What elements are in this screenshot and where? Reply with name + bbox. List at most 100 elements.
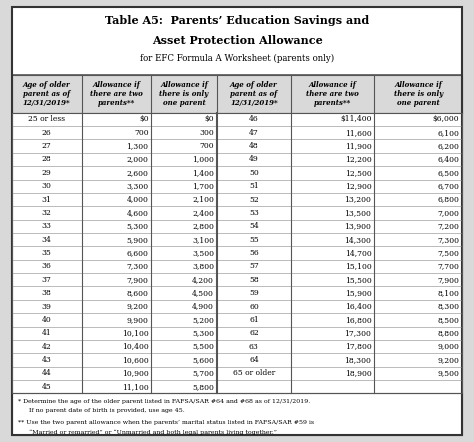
Text: 40: 40 — [42, 316, 52, 324]
Text: 28: 28 — [42, 156, 52, 164]
Text: Allowance if
there are two
parents**: Allowance if there are two parents** — [306, 81, 359, 107]
Text: 8,300: 8,300 — [438, 302, 459, 311]
Text: 6,800: 6,800 — [438, 195, 459, 204]
Text: 55: 55 — [249, 236, 259, 244]
Bar — [12, 300, 462, 313]
Text: 59: 59 — [249, 289, 259, 297]
Text: 13,500: 13,500 — [345, 209, 372, 217]
Bar — [12, 327, 462, 340]
Text: 46: 46 — [249, 115, 259, 123]
Text: 15,500: 15,500 — [345, 276, 372, 284]
Text: 35: 35 — [42, 249, 52, 257]
Text: for EFC Formula A Worksheet (parents only): for EFC Formula A Worksheet (parents onl… — [140, 54, 334, 64]
Text: 4,200: 4,200 — [192, 276, 214, 284]
Bar — [12, 233, 462, 246]
Text: 18,900: 18,900 — [345, 370, 372, 377]
Text: 5,300: 5,300 — [127, 222, 148, 230]
Bar — [12, 179, 462, 193]
Text: Asset Protection Allowance: Asset Protection Allowance — [152, 35, 322, 46]
Text: 700: 700 — [199, 142, 214, 150]
Text: 44: 44 — [42, 370, 52, 377]
Text: 6,200: 6,200 — [438, 142, 459, 150]
Text: 8,800: 8,800 — [438, 329, 459, 337]
Text: 11,600: 11,600 — [345, 129, 372, 137]
Text: 6,700: 6,700 — [438, 182, 459, 190]
Text: 53: 53 — [249, 209, 259, 217]
Text: 5,600: 5,600 — [192, 356, 214, 364]
Text: Table A5:  Parents’ Education Savings and: Table A5: Parents’ Education Savings and — [105, 15, 369, 26]
Text: 7,300: 7,300 — [438, 236, 459, 244]
Text: 9,000: 9,000 — [438, 343, 459, 351]
Text: 6,100: 6,100 — [438, 129, 459, 137]
Text: 56: 56 — [249, 249, 259, 257]
Text: 58: 58 — [249, 276, 259, 284]
Bar — [12, 286, 462, 300]
Text: 42: 42 — [42, 343, 52, 351]
Text: $11,400: $11,400 — [340, 115, 372, 123]
Text: 5,200: 5,200 — [192, 316, 214, 324]
Text: 51: 51 — [249, 182, 259, 190]
Text: $0: $0 — [204, 115, 214, 123]
Text: 10,400: 10,400 — [122, 343, 148, 351]
Text: 16,400: 16,400 — [345, 302, 372, 311]
Text: 34: 34 — [42, 236, 52, 244]
Text: 7,000: 7,000 — [438, 209, 459, 217]
Text: 6,600: 6,600 — [127, 249, 148, 257]
Text: 60: 60 — [249, 302, 259, 311]
Bar — [12, 206, 462, 220]
Text: 5,700: 5,700 — [192, 370, 214, 377]
Text: 7,900: 7,900 — [438, 276, 459, 284]
Text: 2,100: 2,100 — [192, 195, 214, 204]
Text: 15,900: 15,900 — [345, 289, 372, 297]
Text: 14,300: 14,300 — [345, 236, 372, 244]
Bar — [12, 353, 462, 367]
Text: 12,900: 12,900 — [345, 182, 372, 190]
Text: Allowance if
there is only
one parent: Allowance if there is only one parent — [393, 81, 443, 107]
Text: 36: 36 — [42, 263, 52, 271]
Text: 9,900: 9,900 — [127, 316, 148, 324]
Text: 25 or less: 25 or less — [28, 115, 65, 123]
Text: 1,700: 1,700 — [192, 182, 214, 190]
Bar — [12, 313, 462, 327]
Bar — [12, 260, 462, 273]
Text: 8,600: 8,600 — [127, 289, 148, 297]
Bar — [12, 139, 462, 153]
Bar — [12, 367, 462, 380]
Text: 12,200: 12,200 — [345, 156, 372, 164]
Text: 9,200: 9,200 — [127, 302, 148, 311]
Text: 8,500: 8,500 — [438, 316, 459, 324]
Text: If no parent date of birth is provided, use age 45.: If no parent date of birth is provided, … — [23, 408, 185, 413]
Text: 15,100: 15,100 — [345, 263, 372, 271]
Text: 2,000: 2,000 — [127, 156, 148, 164]
Text: 64: 64 — [249, 356, 259, 364]
Text: 2,600: 2,600 — [127, 169, 148, 177]
Text: 26: 26 — [42, 129, 52, 137]
Text: 700: 700 — [134, 129, 148, 137]
Text: 17,800: 17,800 — [345, 343, 372, 351]
Text: 39: 39 — [42, 302, 52, 311]
Text: 12,500: 12,500 — [345, 169, 372, 177]
Text: 49: 49 — [249, 156, 259, 164]
Text: 7,300: 7,300 — [127, 263, 148, 271]
Text: 11,100: 11,100 — [122, 383, 148, 391]
Text: 63: 63 — [249, 343, 259, 351]
Text: 54: 54 — [249, 222, 259, 230]
Text: 5,500: 5,500 — [192, 343, 214, 351]
Text: 2,400: 2,400 — [192, 209, 214, 217]
Text: 5,900: 5,900 — [127, 236, 148, 244]
Text: $6,000: $6,000 — [433, 115, 459, 123]
Text: Allowance if
there are two
parents**: Allowance if there are two parents** — [90, 81, 143, 107]
Text: 6,400: 6,400 — [438, 156, 459, 164]
Bar — [12, 153, 462, 166]
Text: 5,300: 5,300 — [192, 329, 214, 337]
Text: 43: 43 — [42, 356, 52, 364]
Bar — [12, 7, 462, 75]
Text: 9,200: 9,200 — [438, 356, 459, 364]
Text: 65 or older: 65 or older — [233, 370, 275, 377]
Text: 1,400: 1,400 — [192, 169, 214, 177]
Text: 4,900: 4,900 — [192, 302, 214, 311]
Text: 1,000: 1,000 — [192, 156, 214, 164]
Text: ** Use the two parent allowance when the parents’ marital status listed in FAFSA: ** Use the two parent allowance when the… — [18, 420, 314, 425]
Text: 1,300: 1,300 — [127, 142, 148, 150]
Text: 3,300: 3,300 — [127, 182, 148, 190]
